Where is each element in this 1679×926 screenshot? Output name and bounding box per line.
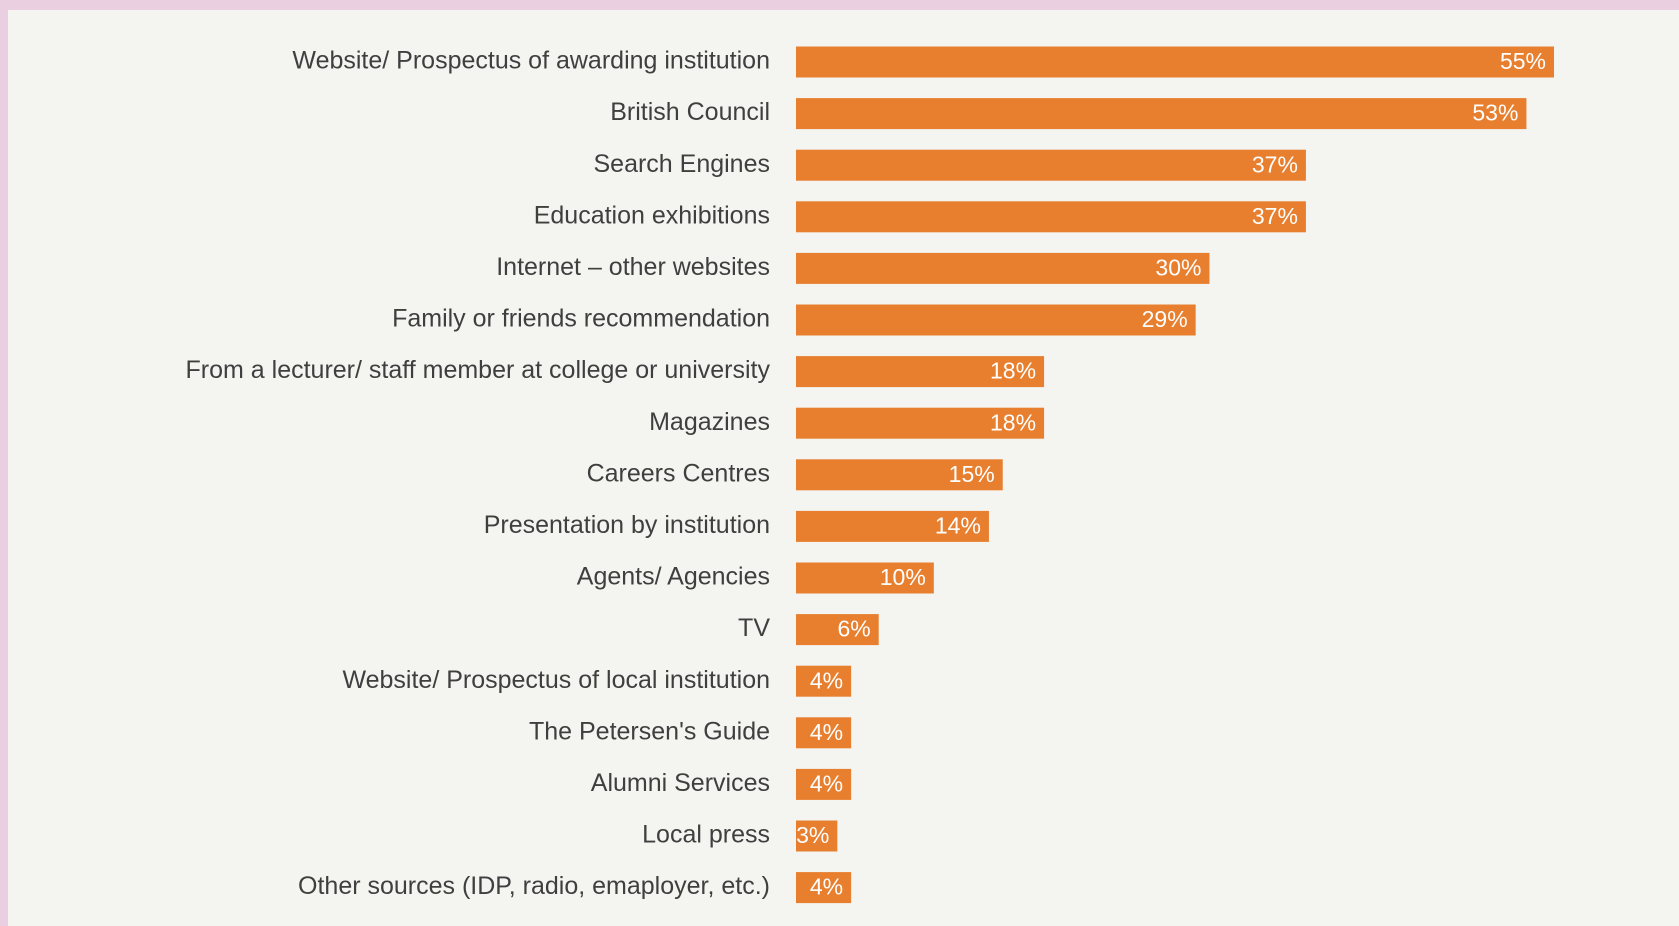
chart-canvas: Website/ Prospectus of awarding institut… — [8, 10, 1679, 926]
bar-row-internet-other-websites: Internet – other websites 30% — [496, 252, 1210, 284]
bar — [796, 356, 1045, 388]
bar-row-family-or-friends-recommendation: Family or friends recommendation 29% — [392, 304, 1196, 336]
category-label: Presentation by institution — [484, 511, 770, 539]
value-label: 18% — [990, 409, 1036, 435]
bar — [796, 304, 1196, 336]
bar — [796, 201, 1306, 233]
value-label: 55% — [1500, 48, 1546, 74]
bar-row-search-engines: Search Engines 37% — [593, 149, 1306, 181]
category-label: Search Engines — [593, 150, 770, 178]
value-label: 18% — [990, 358, 1036, 384]
bar-row-tv: TV 6% — [738, 614, 879, 646]
value-label: 4% — [810, 770, 843, 796]
category-label: Website/ Prospectus of awarding institut… — [292, 47, 770, 75]
bar-row-british-council: British Council 53% — [610, 98, 1527, 130]
category-label: Other sources (IDP, radio, emaployer, et… — [298, 872, 770, 900]
category-label: From a lecturer/ staff member at college… — [186, 356, 771, 384]
bar — [796, 407, 1045, 439]
bar — [796, 46, 1554, 78]
value-label: 37% — [1252, 151, 1298, 177]
value-label: 6% — [837, 616, 870, 642]
value-label: 4% — [810, 667, 843, 693]
bar-chart: Website/ Prospectus of awarding institut… — [186, 46, 1554, 904]
category-label: Alumni Services — [591, 769, 770, 797]
bar — [796, 820, 838, 852]
bar — [796, 665, 852, 697]
value-label: 29% — [1142, 306, 1188, 332]
category-label: The Petersen's Guide — [529, 717, 770, 745]
value-label: 14% — [935, 512, 981, 538]
bar — [796, 252, 1210, 284]
category-label: Careers Centres — [587, 459, 770, 487]
bar-row-website-prospectus-of-local-institution: Website/ Prospectus of local institution… — [342, 665, 852, 697]
bar-row-local-press: Local press 3% — [642, 820, 838, 852]
category-label: Local press — [642, 821, 770, 849]
bar — [796, 149, 1306, 181]
bar-row-alumni-services: Alumni Services 4% — [591, 768, 852, 800]
value-label: 37% — [1252, 203, 1298, 229]
category-label: Magazines — [649, 408, 770, 436]
bar-row-from-a-lecturer-staff-member-at-college-or-university: From a lecturer/ staff member at college… — [186, 356, 1045, 388]
bar-row-the-petersen-s-guide: The Petersen's Guide 4% — [529, 717, 852, 749]
category-label: Agents/ Agencies — [577, 563, 770, 591]
category-label: Internet – other websites — [496, 253, 770, 281]
category-label: British Council — [610, 98, 770, 126]
value-label: 30% — [1155, 254, 1201, 280]
bar-row-magazines: Magazines 18% — [649, 407, 1045, 439]
bar — [796, 614, 879, 646]
bar — [796, 872, 852, 904]
bar-row-other-sources-idp-radio-emaployer-etc: Other sources (IDP, radio, emaployer, et… — [298, 872, 852, 904]
bar — [796, 768, 852, 800]
value-label: 4% — [810, 719, 843, 745]
bar — [796, 717, 852, 749]
bar-row-agents-agencies: Agents/ Agencies 10% — [577, 562, 934, 594]
value-label: 3% — [796, 822, 829, 848]
value-label: 53% — [1472, 100, 1518, 126]
bar — [796, 562, 934, 594]
bar — [796, 459, 1003, 491]
category-label: Education exhibitions — [534, 201, 770, 229]
category-label: Website/ Prospectus of local institution — [342, 666, 770, 694]
bar-row-education-exhibitions: Education exhibitions 37% — [534, 201, 1306, 233]
category-label: TV — [738, 614, 770, 642]
bar — [796, 510, 989, 542]
value-label: 4% — [810, 874, 843, 900]
bar — [796, 98, 1527, 130]
bar-row-presentation-by-institution: Presentation by institution 14% — [484, 510, 989, 542]
value-label: 15% — [949, 461, 995, 487]
category-label: Family or friends recommendation — [392, 305, 770, 333]
bar-row-website-prospectus-of-awarding-institution: Website/ Prospectus of awarding institut… — [292, 46, 1554, 78]
bar-row-careers-centres: Careers Centres 15% — [587, 459, 1003, 491]
value-label: 10% — [880, 564, 926, 590]
